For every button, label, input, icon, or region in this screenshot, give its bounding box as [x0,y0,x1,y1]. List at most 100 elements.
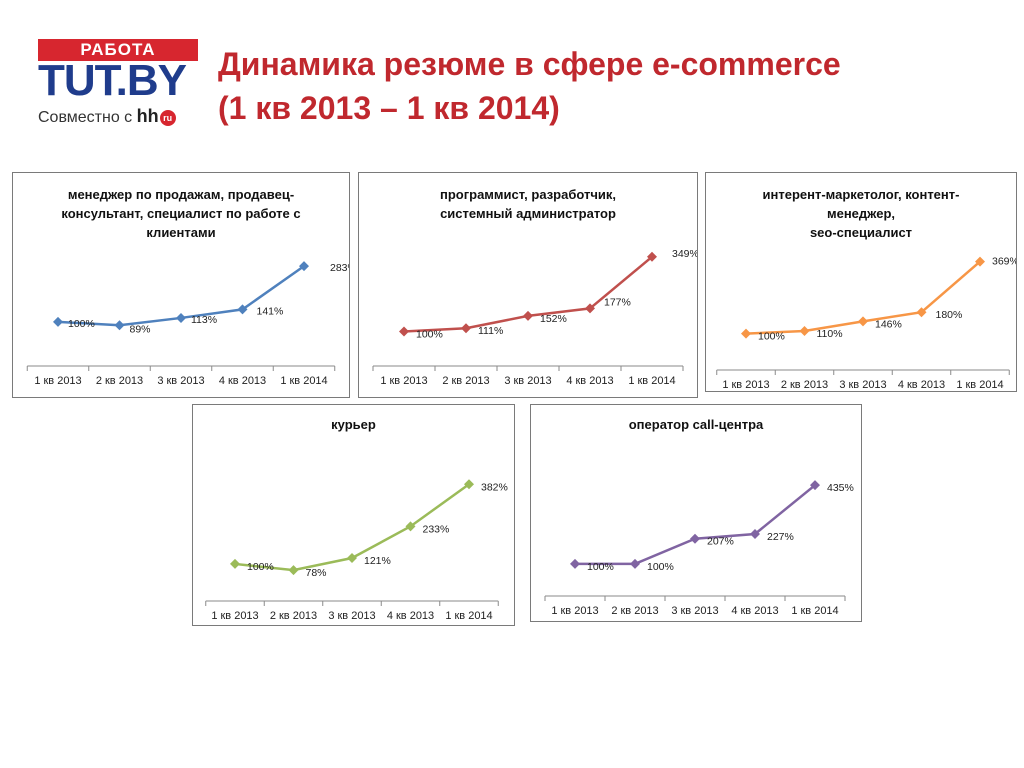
chart-title-line: менеджер, [826,206,895,221]
data-label: 100% [587,561,614,573]
data-label: 349% [672,248,697,260]
data-label: 121% [364,555,391,567]
chart-title-line: seo-специалист [809,225,913,240]
data-point-marker [741,328,751,339]
x-tick-label: 1 кв 2013 [551,605,598,617]
data-label: 227% [767,531,794,543]
data-label: 180% [936,309,963,321]
x-tick-label: 3 кв 2013 [504,375,551,387]
data-point-marker [750,529,760,540]
logo-rabota-bar: РАБОТА [38,39,198,61]
data-point-marker [523,310,533,321]
page-title-line2: (1 кв 2013 – 1 кв 2014) [218,90,560,126]
line-chart: 100% 1 кв 2013 100% 2 кв 2013 207% 3 кв 2013 2… [544,480,854,617]
line-chart: 100% 1 кв 2013 111% 2 кв 2013 152% 3 кв 2013 1… [372,248,697,387]
data-label: 111% [478,325,503,337]
chart-title-line: курьер [331,417,376,432]
chart-title-line: оператор call-центра [628,417,764,432]
x-tick-label: 3 кв 2013 [671,605,718,617]
chart-title: оператор call-центра [531,415,861,434]
x-tick-label: 2 кв 2013 [96,375,143,387]
data-label: 207% [707,536,734,548]
logo-subtitle-text: Совместно с [38,109,133,126]
data-point-marker [799,325,810,336]
chart-title-line: программист, разработчик, [439,187,617,202]
logo-subtitle: Совместно с hh ru [38,105,176,127]
logo-tutby-text: TUT.BY [38,56,187,105]
data-label: 146% [875,318,902,330]
series-line [575,484,816,566]
tutby-logo: РАБОТА TUT.BY Совместно с hh ru [38,39,200,129]
chart-title: курьер [193,415,514,434]
x-tick-label: 3 кв 2013 [157,375,204,387]
x-tick-label: 1 кв 2013 [211,610,258,622]
chart-title-line: клиентами [146,225,216,240]
chart-title-line: системный администратор [440,206,616,221]
data-label: 369% [992,256,1016,268]
data-point-marker [461,323,471,334]
data-point-marker [858,316,868,327]
chart-title-line: менеджер по продажам, продавец- [67,187,295,202]
data-label: 435% [827,482,854,494]
data-point-marker [399,326,409,337]
data-label: 233% [423,523,450,535]
page-title: Динамика резюме в сфере e-commerce (1 кв… [218,42,841,130]
data-point-marker [230,558,240,569]
x-tick-label: 1 кв 2014 [445,610,492,622]
line-chart: 100% 1 кв 2013 89% 2 кв 2013 113% 3 кв 2013 14… [26,261,349,387]
x-tick-label: 4 кв 2013 [898,379,945,391]
x-tick-label: 4 кв 2013 [566,375,613,387]
data-point-marker [810,480,820,491]
logo-ru-badge: ru [159,109,176,126]
chart-title: программист, разработчик, системный админ… [359,185,697,223]
x-tick-label: 1 кв 2013 [380,375,427,387]
x-tick-label: 1 кв 2014 [628,375,675,387]
data-point-marker [288,565,299,576]
data-label: 113% [191,314,217,326]
data-point-marker [299,261,309,272]
data-label: 100% [68,318,95,330]
chart-panel-internet-marketer: интерент-маркетолог, контент-менеджер, se… [705,172,1017,392]
chart-panel-sales-manager: менеджер по продажам, продавец-консульта… [12,172,350,398]
x-tick-label: 4 кв 2013 [731,605,778,617]
x-tick-label: 1 кв 2014 [791,605,838,617]
chart-panel-programmer: программист, разработчик, системный админ… [358,172,698,398]
data-label: 177% [604,296,631,308]
data-label: 78% [306,567,327,579]
chart-title-line: консультант, специалист по работе с [61,206,301,221]
data-label: 283% [330,262,349,274]
x-tick-label: 3 кв 2013 [839,379,886,391]
x-tick-label: 4 кв 2013 [219,375,266,387]
page-title-line1: Динамика резюме в сфере e-commerce [218,46,841,82]
data-label: 89% [130,323,151,335]
data-point-marker [975,256,985,267]
x-tick-label: 1 кв 2013 [722,379,769,391]
x-tick-label: 1 кв 2014 [280,375,327,387]
x-tick-label: 4 кв 2013 [387,610,434,622]
data-label: 110% [817,328,843,340]
x-tick-label: 1 кв 2013 [34,375,81,387]
data-label: 100% [647,561,674,573]
data-point-marker [237,304,248,315]
data-label: 100% [247,561,274,573]
data-point-marker [916,307,927,318]
x-tick-label: 1 кв 2014 [956,379,1003,391]
data-point-marker [114,320,125,331]
data-point-marker [405,521,416,532]
chart-title: менеджер по продажам, продавец-консульта… [13,185,349,242]
x-tick-label: 2 кв 2013 [611,605,658,617]
x-tick-label: 2 кв 2013 [270,610,317,622]
data-point-marker [647,251,657,262]
data-point-marker [570,558,580,569]
logo-hh-text: hh [136,106,159,126]
x-tick-label: 3 кв 2013 [328,610,375,622]
data-point-marker [464,479,474,490]
data-point-marker [630,558,640,569]
data-label: 100% [758,331,785,343]
x-tick-label: 2 кв 2013 [442,375,489,387]
data-label: 152% [540,313,567,325]
data-point-marker [585,303,595,314]
line-chart: 100% 1 кв 2013 110% 2 кв 2013 146% 3 кв 2013 1… [716,256,1016,391]
x-tick-label: 2 кв 2013 [781,379,828,391]
data-point-marker [53,316,63,327]
